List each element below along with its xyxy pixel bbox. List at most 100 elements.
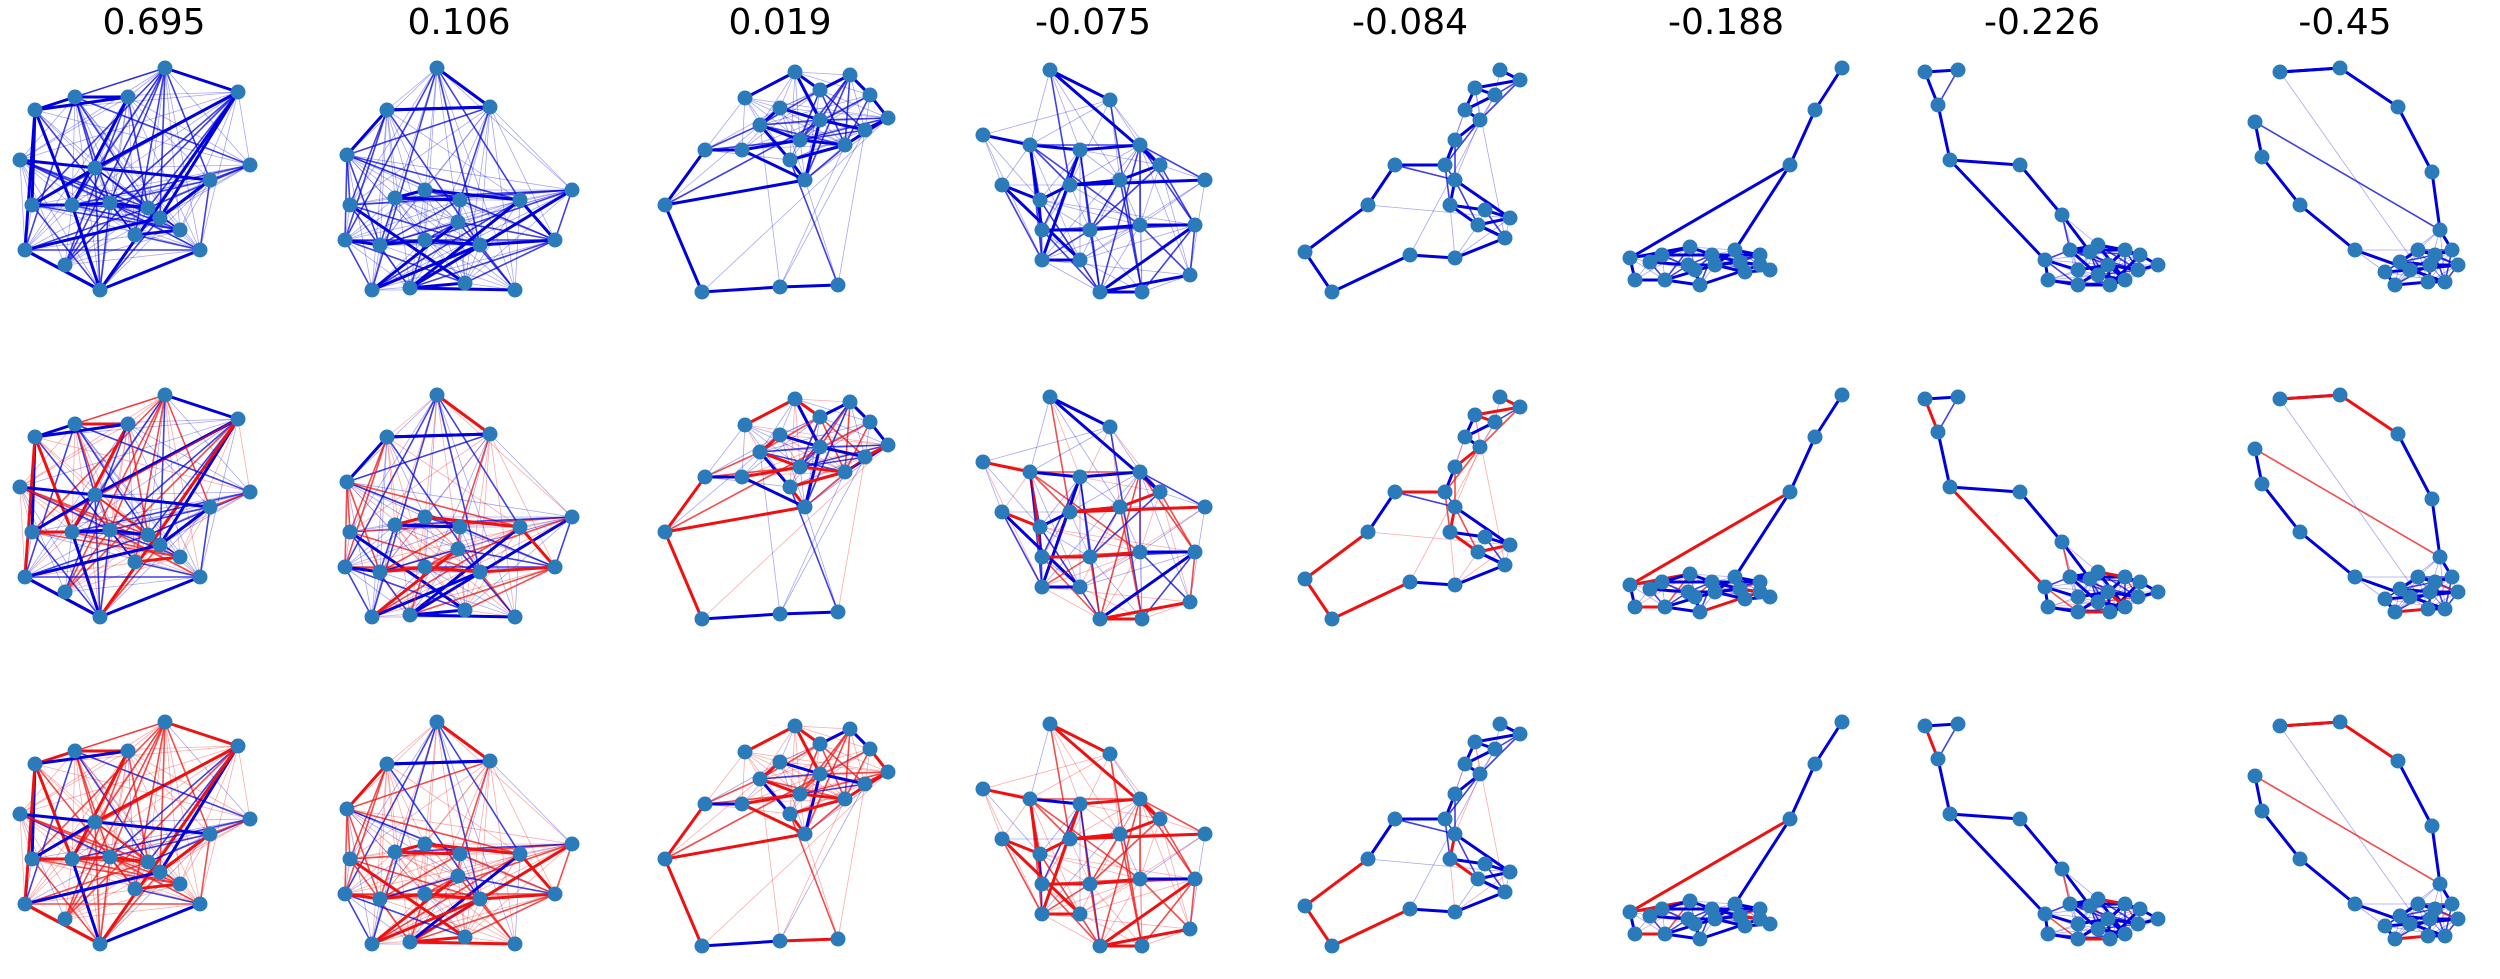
network-node xyxy=(1442,197,1458,213)
network-edge xyxy=(704,451,761,478)
network-node xyxy=(472,564,488,580)
network-edge xyxy=(2279,393,2341,401)
network-edge xyxy=(409,875,459,943)
network-edge xyxy=(134,228,181,237)
network-node xyxy=(787,64,803,80)
network-edge xyxy=(844,748,871,800)
network-edge xyxy=(1444,446,1481,493)
network-edge xyxy=(1041,511,1071,588)
network-edge xyxy=(741,802,806,836)
network-node xyxy=(1727,569,1743,585)
network-edge xyxy=(779,129,866,288)
network-node xyxy=(1437,484,1453,500)
network-node xyxy=(857,776,873,792)
network-edge xyxy=(436,394,481,573)
network-node xyxy=(1447,904,1463,920)
network-node xyxy=(2040,599,2056,615)
network-edge xyxy=(344,109,388,241)
network-edge xyxy=(1069,511,1141,553)
network-node xyxy=(812,112,828,128)
network-edge xyxy=(31,394,166,533)
network-node xyxy=(2070,277,2086,293)
network-node xyxy=(1360,851,1376,867)
network-node xyxy=(1134,611,1150,627)
network-edge xyxy=(24,531,73,578)
network-edge xyxy=(424,515,521,529)
network-node xyxy=(1072,469,1088,485)
network-edge xyxy=(519,189,573,201)
network-node xyxy=(1834,387,1850,403)
network-node xyxy=(1762,589,1778,605)
network-edge xyxy=(799,421,871,468)
network-node xyxy=(2390,99,2406,115)
network-edge xyxy=(164,67,211,181)
network-edge xyxy=(71,91,239,206)
network-edge xyxy=(1089,179,1121,231)
network-edge xyxy=(127,96,201,251)
network-edge xyxy=(1041,883,1091,915)
network-edge xyxy=(99,575,201,619)
network-edge xyxy=(1001,184,1043,261)
network-edge xyxy=(789,159,839,286)
network-node xyxy=(482,99,498,115)
network-edge xyxy=(71,721,166,860)
network-edge xyxy=(1041,838,1071,915)
network-node xyxy=(1707,584,1723,600)
network-edge xyxy=(1041,259,1191,276)
network-edge xyxy=(127,750,201,905)
network-node xyxy=(1807,102,1823,118)
network-edge xyxy=(64,861,149,920)
network-edge xyxy=(74,423,101,618)
network-edge xyxy=(1474,405,1521,417)
network-edge xyxy=(1629,163,1791,260)
network-edge xyxy=(789,456,866,488)
network-edge xyxy=(1041,556,1081,588)
network-edge xyxy=(34,763,251,820)
network-edge xyxy=(31,531,161,546)
network-edge xyxy=(346,154,426,241)
network-edge xyxy=(789,470,846,489)
network-node xyxy=(2422,911,2438,927)
network-node xyxy=(2117,926,2133,942)
network-edge xyxy=(982,460,1031,474)
network-edge xyxy=(704,424,746,478)
network-node xyxy=(842,721,858,737)
network-node xyxy=(379,102,395,118)
network-edge xyxy=(2279,66,2341,74)
network-edge xyxy=(803,773,822,835)
network-node xyxy=(2070,604,2086,620)
network-edge xyxy=(664,178,806,207)
network-node xyxy=(1622,250,1638,266)
network-edge xyxy=(1029,470,1081,479)
network-node xyxy=(1502,864,1518,880)
network-node xyxy=(1132,217,1148,233)
network-node xyxy=(1622,577,1638,593)
network-node xyxy=(2247,114,2263,130)
network-node xyxy=(64,851,80,867)
network-edge xyxy=(982,426,1111,463)
network-edge xyxy=(701,771,889,947)
network-edge xyxy=(1949,485,2021,494)
network-edge xyxy=(2061,868,2099,900)
network-edge xyxy=(99,856,111,945)
network-edge xyxy=(34,109,251,166)
network-edge xyxy=(199,745,239,905)
network-edge xyxy=(459,433,491,528)
network-node xyxy=(57,584,73,600)
network-edge xyxy=(349,760,491,860)
network-edge xyxy=(804,144,846,181)
network-node xyxy=(1470,217,1486,233)
network-edge xyxy=(34,763,96,823)
network-node xyxy=(1512,72,1528,88)
network-edge xyxy=(1733,491,1792,578)
network-node xyxy=(1072,906,1088,922)
network-node xyxy=(2070,931,2086,947)
network-node xyxy=(1762,916,1778,932)
network-edge xyxy=(394,197,481,246)
network-edge xyxy=(24,529,111,578)
network-edge xyxy=(2279,720,2341,728)
network-edge xyxy=(371,199,521,291)
network-node xyxy=(2272,391,2288,407)
network-edge xyxy=(1454,544,1511,586)
